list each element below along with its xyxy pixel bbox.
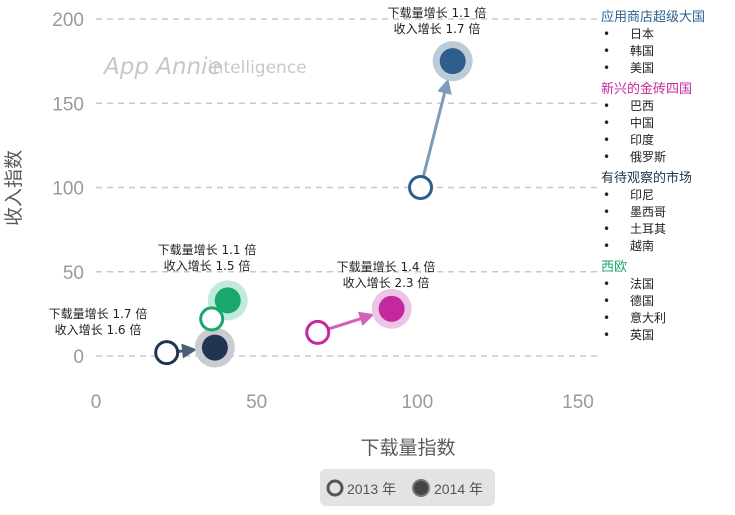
group-item: 德国 [630, 293, 654, 308]
group-item: 巴西 [630, 99, 654, 113]
data-marks [154, 41, 473, 368]
year-legend-box [320, 469, 495, 506]
trend-arrow [327, 311, 375, 331]
group-item: 美国 [630, 61, 654, 75]
bullet-icon: • [603, 222, 610, 236]
group-item: 土耳其 [630, 222, 666, 236]
year-legend: 2013 年 2014 年 [320, 469, 495, 506]
point-2014 [201, 334, 228, 361]
bullet-icon: • [603, 328, 610, 342]
group-item: 韩国 [630, 43, 654, 58]
x-axis-label: 下载量指数 [360, 437, 455, 459]
year-2013-marker [326, 479, 344, 497]
year-2014-marker [412, 479, 430, 497]
watermark-intelligence-text: intelligence [208, 58, 307, 78]
y-tick-label: 0 [73, 347, 84, 368]
x-tick-label: 0 [91, 392, 102, 413]
grid-lines [96, 18, 598, 357]
bullet-icon: • [603, 311, 610, 325]
group-title: 西欧 [601, 260, 627, 275]
bullet-icon: • [603, 116, 610, 130]
group-item: 墨西哥 [630, 205, 666, 219]
trend-arrow [421, 78, 452, 178]
group-title: 有待观察的市场 [601, 170, 692, 186]
point-2014 [214, 287, 241, 314]
group-title: 应用商店超级大国 [601, 9, 705, 25]
bullet-icon: • [603, 133, 610, 147]
bullet-icon: • [603, 205, 610, 219]
year-2013-label: 2013 年 [347, 481, 396, 497]
point-2013 [199, 306, 225, 332]
growth-note: 下载量增长 1.7 倍 [49, 306, 148, 321]
point-2013 [305, 319, 331, 345]
growth-note: 下载量增长 1.4 倍 [337, 259, 436, 274]
bullet-icon: • [603, 239, 610, 253]
growth-note: 下载量增长 1.1 倍 [158, 242, 257, 257]
point-2013 [154, 340, 180, 366]
growth-note: 下载量增长 1.1 倍 [388, 5, 487, 20]
group-item: 中国 [630, 115, 654, 130]
x-tick-label: 100 [401, 392, 433, 413]
point-2014 [378, 295, 405, 322]
y-tick-label: 100 [52, 179, 84, 200]
point-2014 [439, 48, 466, 75]
x-tick-label: 150 [562, 392, 594, 413]
y-tick-label: 50 [63, 263, 84, 284]
bullet-icon: • [603, 277, 610, 291]
watermark-app-text: App Annie [102, 54, 222, 80]
x-axis-ticks: 0 50 100 150 [91, 392, 594, 413]
group-title: 新兴的金砖四国 [601, 81, 692, 97]
group-item: 英国 [630, 328, 654, 342]
trend-arrow [177, 343, 197, 359]
group-item: 法国 [630, 277, 654, 291]
bullet-icon: • [603, 188, 610, 202]
point-2013 [408, 175, 434, 200]
watermark-logo: App Annie intelligence [102, 54, 307, 80]
y-tick-label: 200 [52, 10, 84, 31]
group-item: 意大利 [630, 310, 666, 325]
bullet-icon: • [603, 99, 610, 113]
x-tick-label: 50 [246, 392, 267, 413]
group-item: 印度 [630, 132, 654, 147]
growth-note: 收入增长 1.5 倍 [164, 258, 251, 273]
group-item: 印尼 [630, 188, 654, 202]
growth-note: 收入增长 1.6 倍 [55, 322, 142, 337]
bullet-icon: • [603, 150, 610, 164]
growth-note: 收入增长 2.3 倍 [343, 275, 430, 290]
y-tick-label: 150 [52, 94, 84, 115]
group-item: 日本 [630, 27, 654, 41]
bullet-icon: • [603, 294, 610, 308]
growth-note: 收入增长 1.7 倍 [394, 21, 481, 36]
bullet-icon: • [603, 44, 610, 58]
y-axis-label: 收入指数 [3, 150, 25, 226]
group-item: 俄罗斯 [630, 150, 666, 164]
group-item: 越南 [630, 238, 654, 253]
y-axis-ticks: 0 50 100 150 200 [52, 10, 84, 368]
bullet-icon: • [603, 61, 610, 75]
bullet-icon: • [603, 27, 610, 41]
year-2014-label: 2014 年 [434, 481, 483, 497]
